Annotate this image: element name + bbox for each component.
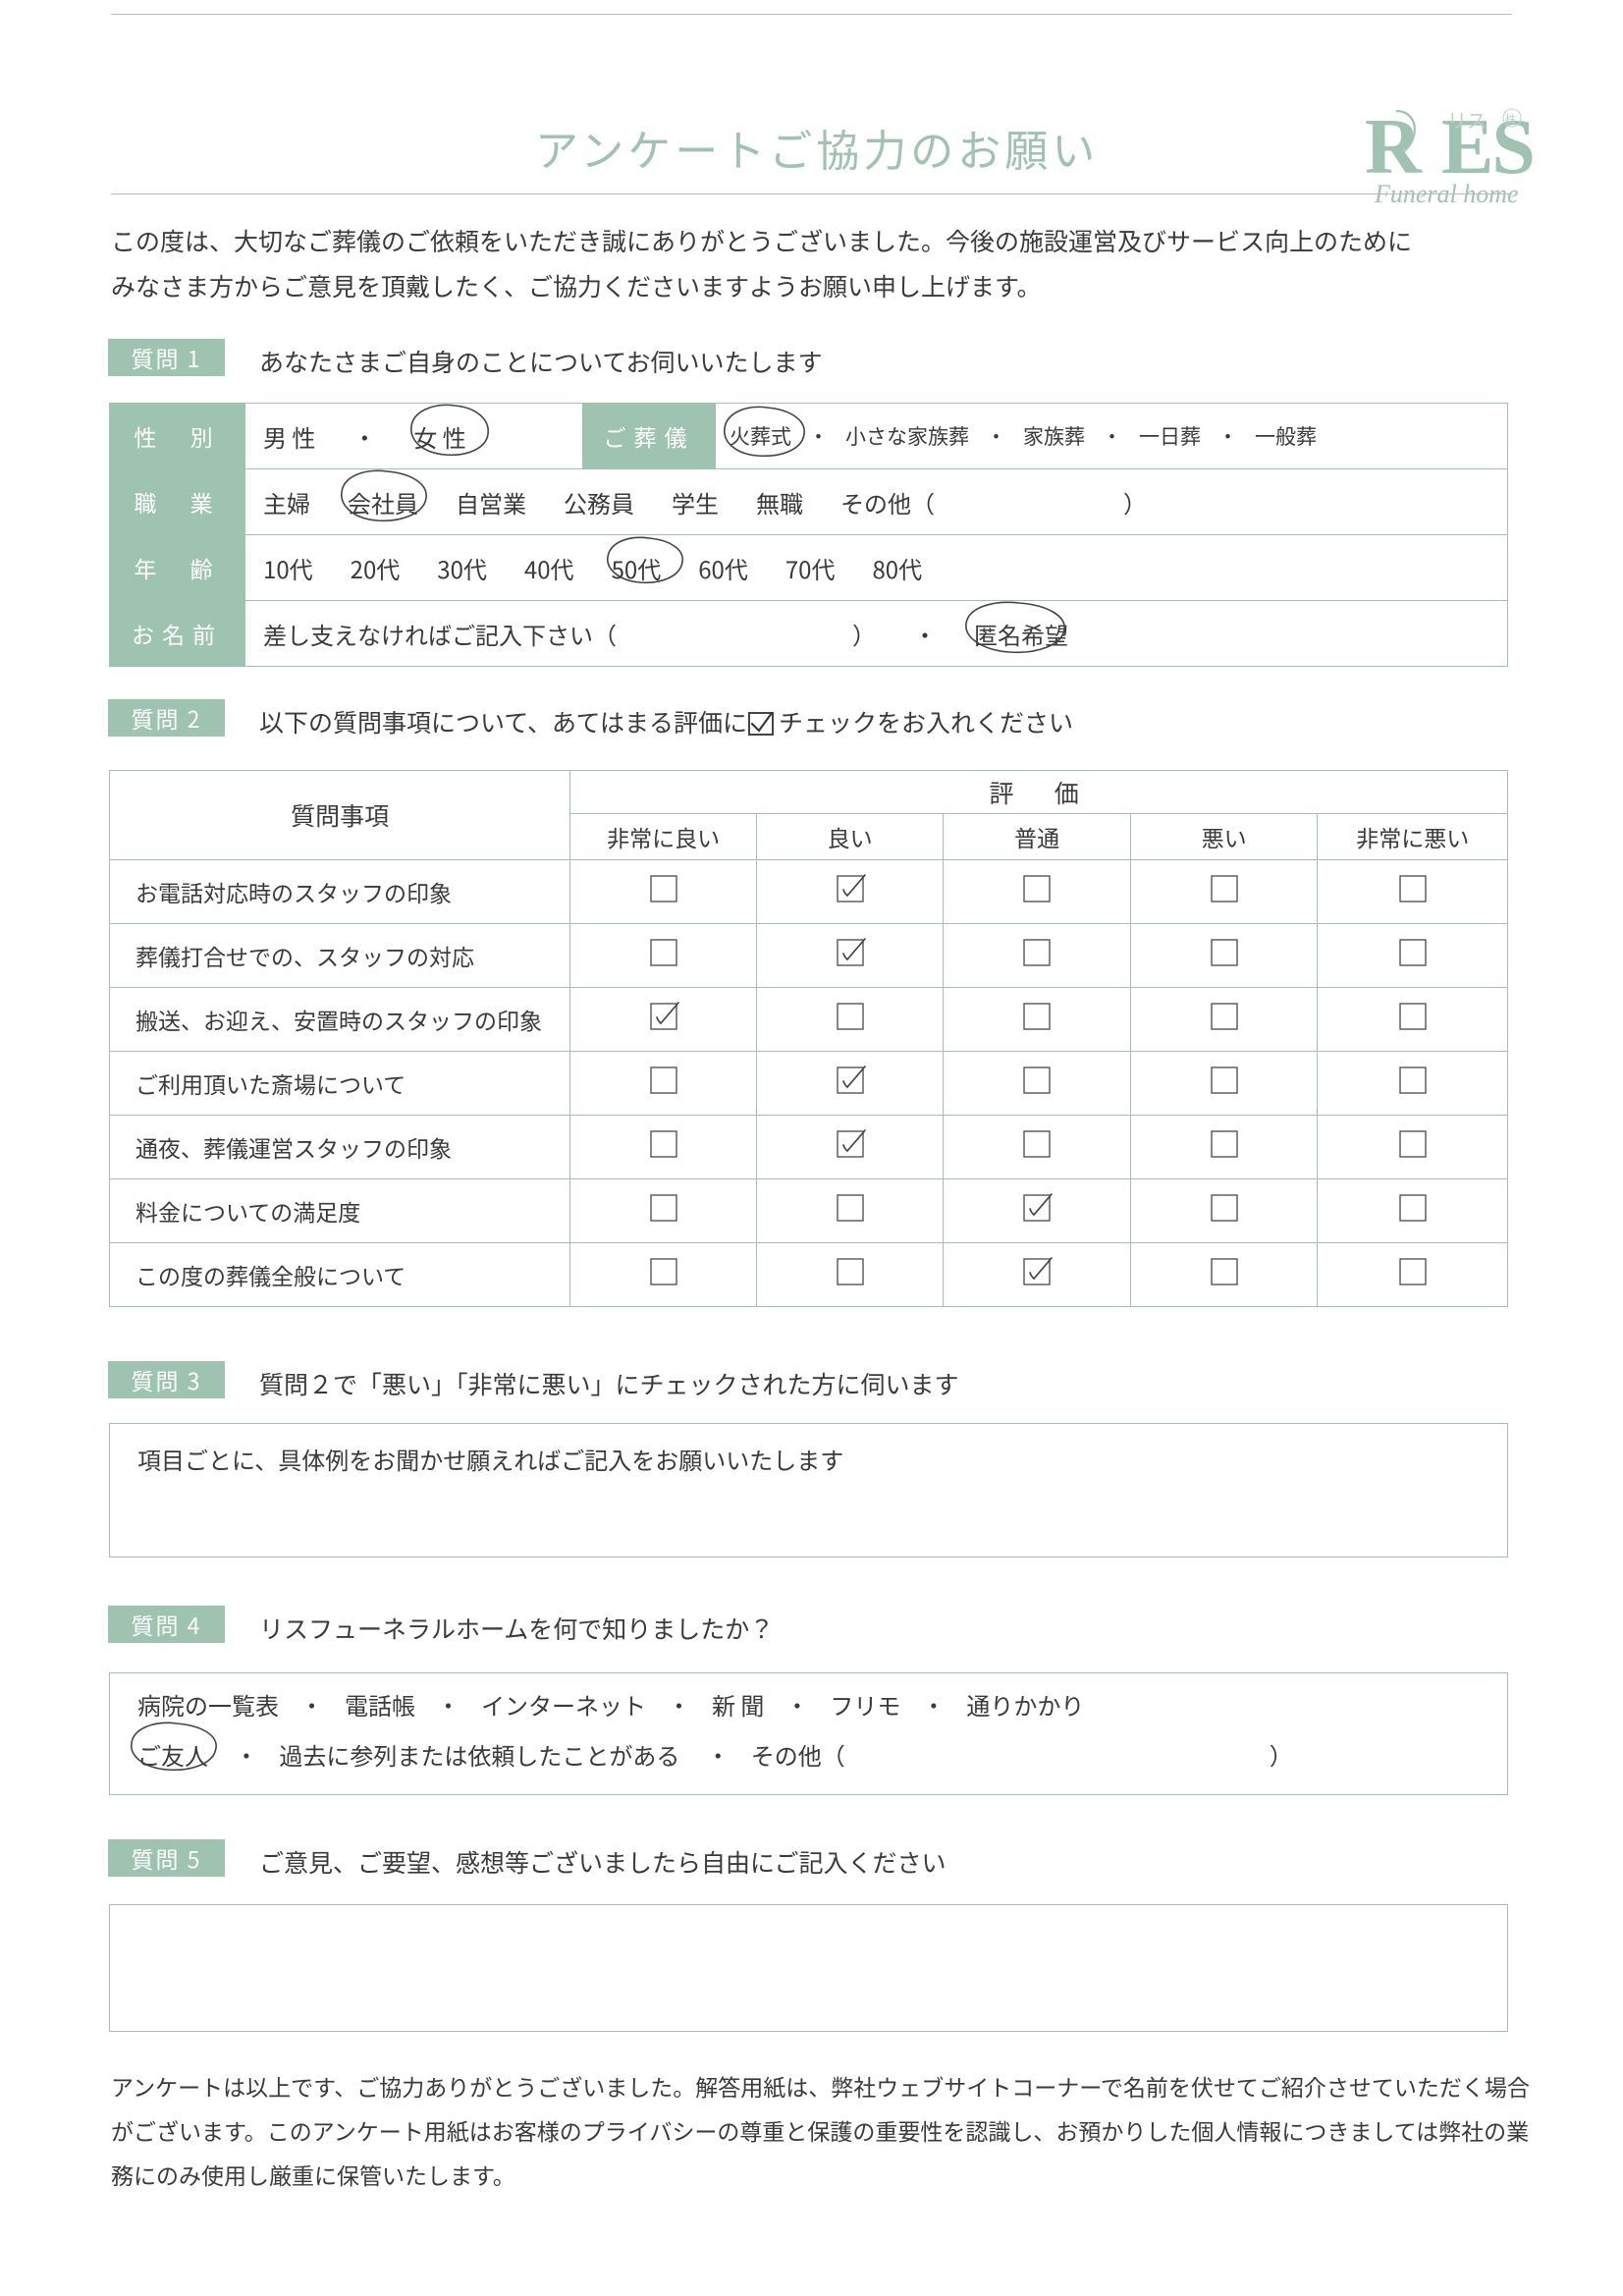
svg-text:R: R bbox=[1365, 104, 1423, 191]
svg-text:株: 株 bbox=[1505, 111, 1516, 127]
svg-text:リス: リス bbox=[1447, 105, 1487, 134]
